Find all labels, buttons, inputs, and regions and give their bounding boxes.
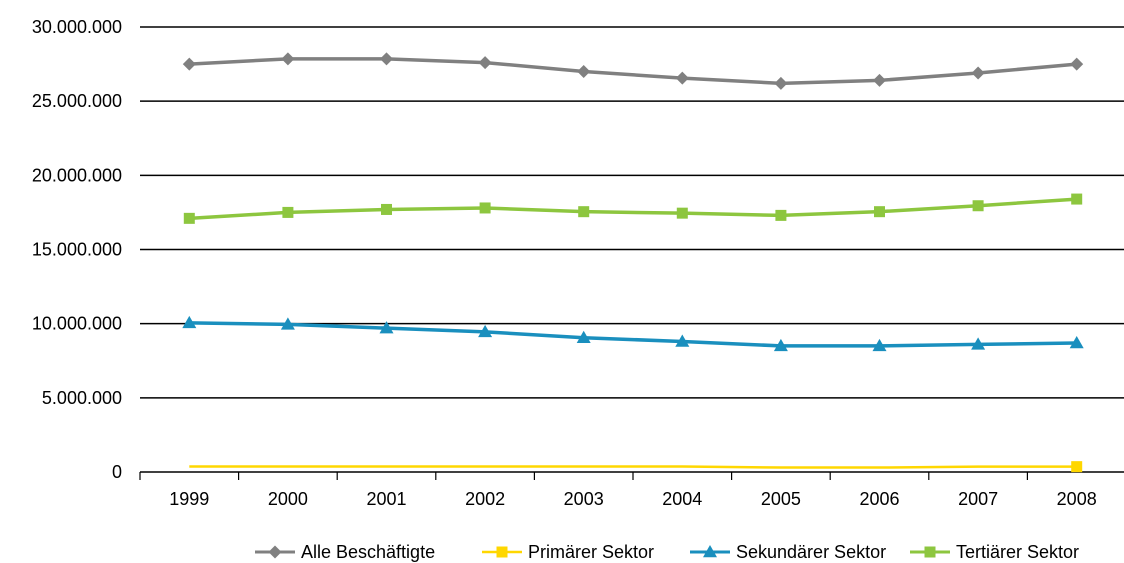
- data-point: [872, 338, 887, 352]
- series-tertiärer-sektor: [183, 193, 1083, 224]
- y-tick-label: 25.000.000: [32, 91, 122, 111]
- data-point: [675, 71, 689, 85]
- legend-label: Primärer Sektor: [528, 542, 654, 562]
- data-point: [182, 57, 196, 71]
- data-point: [282, 206, 294, 218]
- legend-item: Primärer Sektor: [482, 542, 654, 562]
- y-tick-label: 5.000.000: [42, 388, 122, 408]
- legend-item: Alle Beschäftigte: [255, 542, 435, 562]
- series-alle-beschäftigte: [182, 52, 1084, 90]
- y-tick-label: 15.000.000: [32, 240, 122, 260]
- legend-marker: [268, 545, 282, 559]
- y-tick-label: 30.000.000: [32, 17, 122, 37]
- series-line: [189, 465, 1077, 469]
- data-point: [576, 330, 591, 344]
- x-tick-label: 2003: [564, 489, 604, 509]
- x-axis: 1999 2000 2001 2002 2003 2004 2005 2006 2007 2008: [139, 471, 1124, 509]
- y-tick-label: 0: [112, 462, 122, 482]
- x-tick-label: 2004: [662, 489, 702, 509]
- legend-label: Tertiärer Sektor: [956, 542, 1079, 562]
- data-point: [873, 73, 886, 87]
- x-tick-label: 2000: [268, 489, 308, 509]
- data-point: [280, 317, 295, 330]
- y-tick-label: 20.000.000: [32, 165, 122, 185]
- series-sekundärer-sektor: [182, 315, 1084, 352]
- data-point: [676, 207, 688, 219]
- data-point: [971, 66, 985, 80]
- data-point: [874, 206, 885, 218]
- series-primärer-sektor: [189, 461, 1083, 473]
- x-tick-label: 1999: [169, 489, 209, 509]
- y-tick-label: 10.000.000: [32, 314, 122, 334]
- legend: Alle Beschäftigte Primärer Sektor Sekundär…: [255, 542, 1079, 562]
- x-tick-label: 2008: [1057, 489, 1097, 509]
- data-point: [775, 209, 787, 221]
- data-point: [478, 56, 492, 70]
- x-tick-label: 2006: [859, 489, 899, 509]
- data-point: [774, 76, 788, 90]
- legend-item: Sekundärer Sektor: [690, 542, 886, 562]
- x-tick-label: 2001: [366, 489, 406, 509]
- data-point: [1071, 461, 1083, 473]
- legend-item: Tertiärer Sektor: [910, 542, 1079, 562]
- data-point: [281, 52, 295, 66]
- series-line: [189, 57, 1077, 86]
- legend-label: Alle Beschäftigte: [301, 542, 435, 562]
- x-tick-label: 2002: [465, 489, 505, 509]
- data-point: [183, 212, 195, 224]
- data-point: [578, 206, 590, 218]
- data-point: [1069, 335, 1084, 349]
- data-point: [971, 337, 986, 350]
- data-point: [479, 202, 491, 214]
- legend-marker: [924, 546, 936, 558]
- data-point: [773, 338, 788, 352]
- y-axis-tick-labels: 0 5.000.000 10.000.000 15.000.000 20.000.000…: [32, 17, 122, 482]
- series-group: [182, 52, 1084, 473]
- legend-marker: [496, 546, 508, 558]
- data-point: [182, 315, 197, 329]
- data-point: [577, 65, 591, 78]
- data-point: [1070, 57, 1084, 71]
- data-point: [478, 324, 493, 338]
- data-point: [381, 203, 392, 215]
- data-point: [675, 334, 690, 347]
- legend-label: Sekundärer Sektor: [736, 542, 886, 562]
- data-point: [1071, 193, 1083, 205]
- data-point: [380, 52, 393, 66]
- legend-marker: [703, 545, 717, 558]
- series-line: [189, 197, 1077, 221]
- x-tick-label: 2007: [958, 489, 998, 509]
- data-point: [379, 321, 394, 334]
- x-tick-label: 2005: [761, 489, 801, 509]
- data-point: [972, 200, 984, 212]
- series-line: [189, 321, 1077, 348]
